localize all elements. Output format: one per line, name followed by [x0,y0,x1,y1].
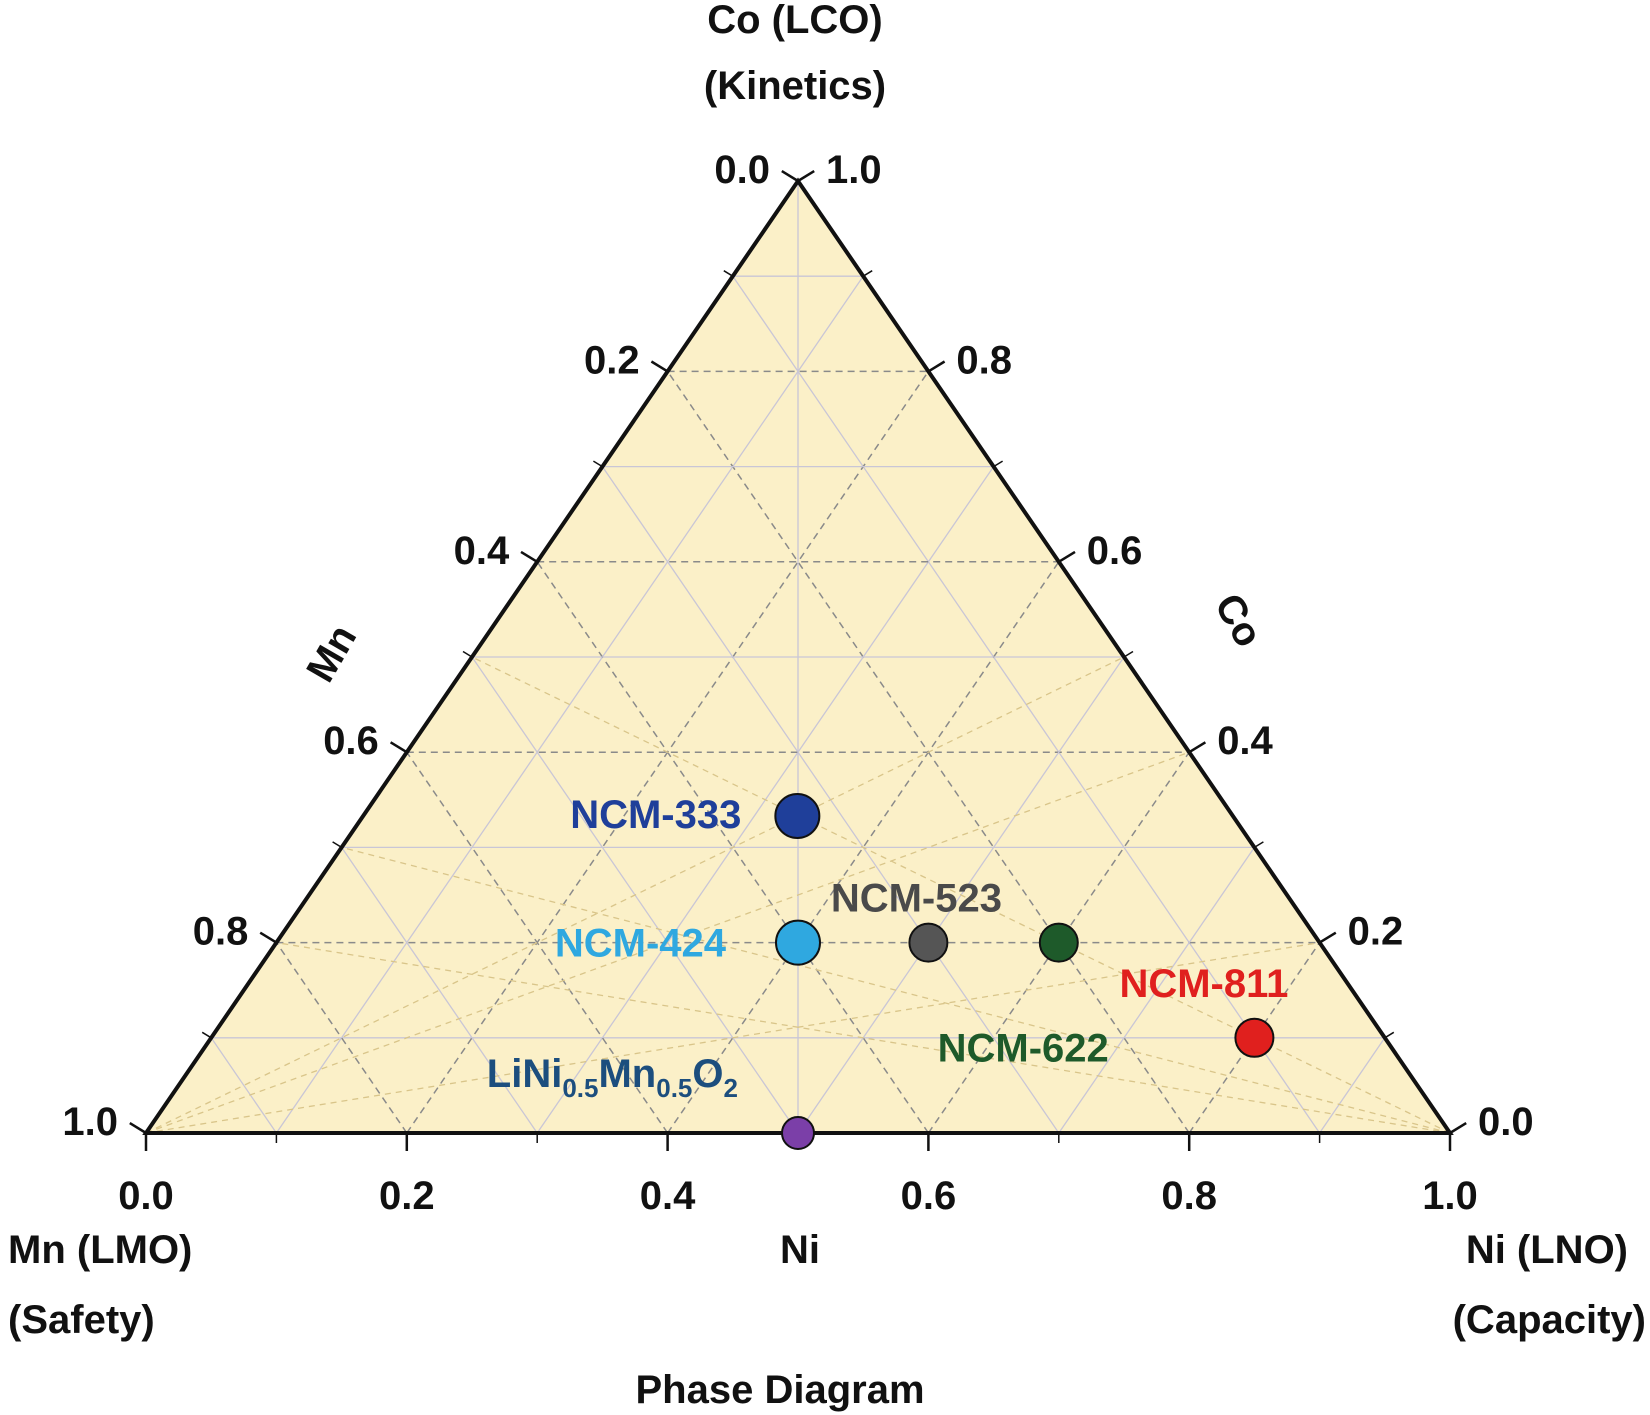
formula-subscript: 0.5 [656,1073,692,1103]
tick-label-left: 0.4 [454,529,510,573]
formula-text: Mn [598,1052,656,1096]
grid-mn-0.6 [406,751,669,1134]
tick-left-0.1 [723,270,734,277]
tick-left-0.0 [781,170,799,183]
point-ncm-523 [908,922,949,963]
point-ncm-811 [1234,1017,1275,1058]
tick-right-0.0 [1449,1122,1467,1135]
tick-label-left: 0.2 [584,338,640,382]
axis-name-left: Mn [298,617,365,689]
formula-text: O [692,1052,723,1096]
point-lini0-5mn0-5o2 [781,1116,815,1150]
tick-label-bottom: 0.6 [901,1174,957,1218]
grid-median-ni [471,656,1451,1134]
point-label-ncm-811: NCM-811 [1119,962,1288,1006]
tick-left-0.6 [389,741,408,754]
tick-label-right: 0.2 [1348,910,1404,954]
tick-label-right: 0.4 [1217,719,1273,763]
point-label-ncm-424: NCM-424 [555,922,727,966]
tick-label-left: 0.0 [714,148,770,192]
formula-subscript: 0.5 [562,1073,598,1103]
tick-label-left: 0.8 [193,910,249,954]
point-ncm-333 [774,792,821,839]
point-ncm-622 [1038,922,1079,963]
corner-label-left-line1: Mn (LMO) [8,1228,192,1272]
tick-labels: 0.0 0.2 0.4 0.6 0.8 1.00.00.20.40.60.81.0 0.00… [62,148,1533,1218]
tick-left-0.9 [201,1031,212,1039]
tick-right-0.7 [993,460,1003,468]
grid-mn-0.9 [210,1037,277,1134]
tick-label-right: 0.8 [956,338,1012,382]
tick-right-0.3 [1254,841,1264,849]
tick-left-0.3 [593,460,603,468]
tick-label-bottom: 0.2 [379,1174,435,1218]
corner-label-right-line2: (Capacity) [1453,1298,1646,1342]
tick-left-0.4 [520,550,538,563]
tick-label-right: 0.6 [1087,529,1143,573]
tick-label-left: 0.6 [323,719,379,763]
tick-left-0.5 [462,650,473,658]
corner-label-top-line2: (Kinetics) [704,64,886,108]
data-points [774,792,1275,1150]
axis-name-bottom: Ni [780,1228,820,1272]
corner-label-right-line1: Ni (LNO) [1466,1228,1628,1272]
point-ncm-424 [775,919,821,966]
tick-right-1.0 [797,170,815,183]
tick-label-right: 1.0 [826,148,882,192]
chart-title: Phase Diagram [635,1368,924,1412]
corner-label-top-line1: Co (LCO) [707,0,883,42]
grid-ratio-line-2 [145,751,1190,1134]
grid-mn-0.8 [275,942,408,1134]
tick-left-0.8 [259,931,278,944]
grid-ni-0.9 [1319,1037,1386,1134]
grid-ratio-line-1 [145,941,1320,1134]
grid-mn-0.1 [732,275,1321,1134]
corner-label-left-line2: (Safety) [8,1298,155,1342]
tick-right-0.4 [1188,741,1207,754]
grid-ni-0.1 [275,275,864,1134]
tick-right-0.1 [1384,1031,1395,1039]
grid-ratio-line-3 [276,941,1451,1134]
formula-text: LiNi [487,1052,563,1096]
grid-median-mn [145,656,1125,1134]
tick-left-0.7 [332,841,342,849]
grid-ni-0.8 [1188,942,1321,1134]
tick-left-0.2 [650,360,669,373]
point-label-lini0-5mn0-5o2: LiNi0.5Mn0.5O2 [487,1052,738,1103]
tick-label-bottom: 0.4 [640,1174,696,1218]
tick-right-0.6 [1058,550,1076,563]
grid-ni-0.7 [1058,847,1255,1134]
point-label-ncm-523: NCM-523 [831,877,1002,921]
point-label-ncm-333: NCM-333 [570,793,741,837]
tick-label-bottom: 1.0 [1422,1174,1478,1218]
point-label-ncm-622: NCM-622 [938,1027,1109,1071]
axis-name-right: Co [1206,586,1271,654]
tick-right-0.8 [927,360,946,373]
tick-right-0.9 [862,270,873,277]
tick-label-left: 1.0 [62,1100,118,1144]
tick-right-0.5 [1123,650,1134,658]
tick-label-right: 0.0 [1478,1100,1534,1144]
grid-mn-0.7 [341,847,538,1134]
formula-subscript: 2 [724,1073,738,1103]
tick-label-bottom: 0.8 [1161,1174,1217,1218]
tick-left-1.0 [129,1122,147,1135]
tick-label-bottom: 0.0 [118,1174,174,1218]
point-labels: NCM-333NCM-424NCM-523NCM-622NCM-811LiNi0… [487,793,1289,1103]
grid-lines [145,181,1451,1134]
grid-ratio-line-4 [341,846,1451,1134]
tick-right-0.2 [1318,931,1337,944]
